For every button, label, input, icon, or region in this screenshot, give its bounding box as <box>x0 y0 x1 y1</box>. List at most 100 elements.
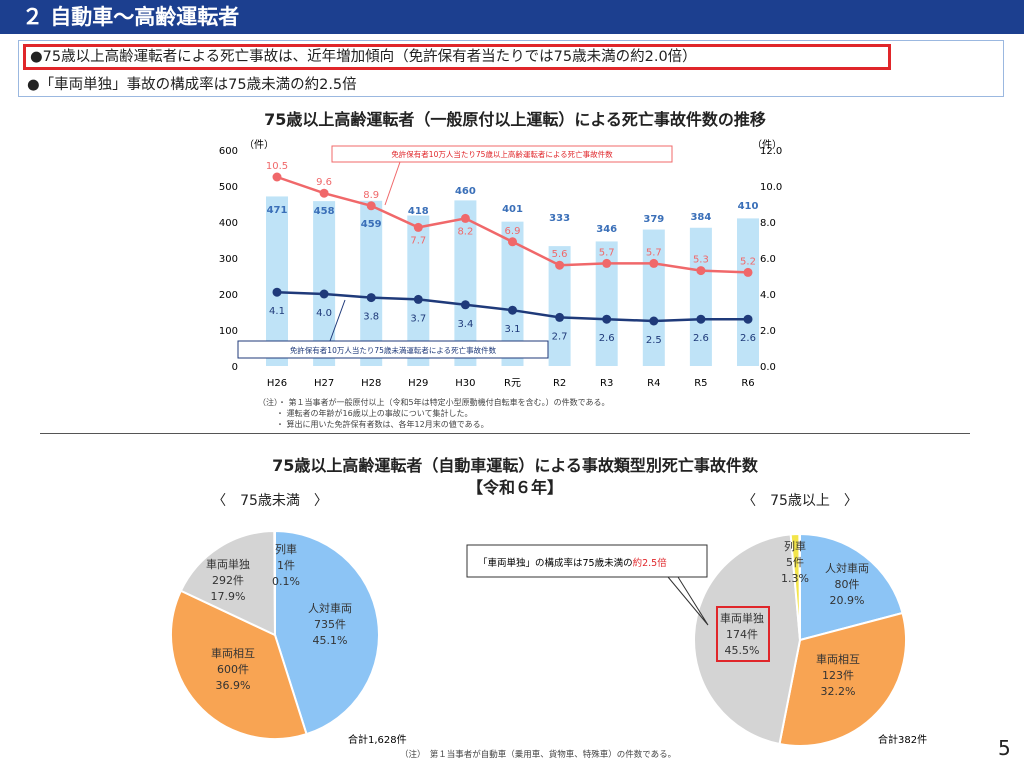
x-axis-tick: R4 <box>647 378 660 389</box>
series-label: 5.2 <box>740 256 756 267</box>
pie-slice <box>179 529 277 637</box>
series-label: 2.7 <box>552 331 568 342</box>
legend-leader <box>384 161 401 206</box>
series-label: 3.4 <box>457 319 473 330</box>
series-point <box>602 314 612 324</box>
x-axis-tick: R6 <box>741 378 754 389</box>
pie-slice-label: 123件 <box>822 669 854 682</box>
pie-slice <box>274 529 380 736</box>
pie-slice-label: 735件 <box>314 618 346 631</box>
series-label: 4.0 <box>316 308 332 319</box>
series-label: 2.6 <box>740 333 756 344</box>
series-label: 3.1 <box>505 324 521 335</box>
chart-note-3: ・ 算出に用いた免許保有者数は、各年12月末の値である。 <box>276 420 489 429</box>
pie-total: 合計382件 <box>878 733 927 746</box>
left-axis-tick: 400 <box>219 218 238 229</box>
bar-label: 384 <box>690 212 711 223</box>
callout-box <box>466 544 708 578</box>
pie-slice-label: 20.9% <box>830 594 865 607</box>
pie-slice-label: 17.9% <box>211 590 246 603</box>
legend-box-under75 <box>237 340 549 359</box>
bar <box>689 227 712 366</box>
footnote: （注） 第１当事者が自動車（乗用車、貨物車、特殊車）の件数である。 <box>400 750 677 760</box>
x-axis-tick: H26 <box>267 378 287 389</box>
right-axis-tick: 0.0 <box>760 362 776 373</box>
right-axis-tick: 12.0 <box>760 146 782 157</box>
series-label: 6.9 <box>505 226 521 237</box>
series-label: 9.6 <box>316 177 332 188</box>
x-axis-tick: R元 <box>504 378 521 389</box>
pie-slice-label: 列車 <box>275 542 297 556</box>
legend-leader <box>329 299 346 342</box>
pie-slice-label: 車両相互 <box>211 646 255 660</box>
bar <box>407 215 430 366</box>
right-axis-unit: （件） <box>752 139 782 151</box>
pie-slice <box>693 533 802 746</box>
bar-label: 418 <box>408 206 429 217</box>
series-label: 2.6 <box>693 333 709 344</box>
pie-total: 合計1,628件 <box>348 733 407 746</box>
series-point <box>319 188 329 198</box>
series-point <box>696 314 706 324</box>
pie-slice-label: 人対車両 <box>825 561 869 575</box>
x-axis-tick: R3 <box>600 378 613 389</box>
pie-slice <box>170 589 308 740</box>
bar <box>360 200 383 366</box>
series-point <box>460 300 470 310</box>
bar-label: 458 <box>314 206 335 217</box>
left-axis-tick: 100 <box>219 326 238 337</box>
highlight-box <box>716 606 770 662</box>
series-label: 5.7 <box>599 247 615 258</box>
pie-slice-label: 600件 <box>217 663 249 676</box>
series-point <box>366 293 376 303</box>
pie-label-over75: 〈 75歳以上 〉 <box>742 493 858 509</box>
pie-slice-label: 36.9% <box>216 679 251 692</box>
bar-label: 379 <box>643 214 664 225</box>
pie-slice <box>273 529 276 636</box>
pie-slice-label: 人対車両 <box>308 601 352 615</box>
series-label: 5.3 <box>693 255 709 266</box>
pie-slice-label: 45.5% <box>725 644 760 657</box>
series-point <box>602 258 612 268</box>
series-label: 3.8 <box>363 312 379 323</box>
series-label: 5.6 <box>552 249 568 260</box>
x-axis-tick: H28 <box>361 378 381 389</box>
bar-label: 410 <box>738 201 759 212</box>
bar <box>548 246 571 366</box>
pie-label-under75: 〈 75歳未満 〉 <box>212 493 328 509</box>
pie-slice-label: 0.1% <box>272 575 300 588</box>
series-point <box>460 213 470 223</box>
bar-label: 346 <box>596 224 617 235</box>
series-label: 3.7 <box>410 313 426 324</box>
series-label: 4.1 <box>269 306 285 317</box>
series-point <box>649 258 659 268</box>
left-axis-unit: （件） <box>244 139 274 151</box>
callout-pointer <box>667 576 709 626</box>
right-axis-tick: 4.0 <box>760 290 776 301</box>
series-label: 10.5 <box>266 161 288 172</box>
legend-box-over75 <box>331 145 673 163</box>
bar-label: 333 <box>549 213 570 224</box>
series-point <box>319 289 329 299</box>
pie-section-title: 75歳以上高齢運転者（自動車運転）による事故類型別死亡事故件数 <box>272 456 758 475</box>
pie-slice-label: 292件 <box>212 574 244 587</box>
pie-slice-label: 174件 <box>726 628 758 641</box>
pie-slice-label: 32.2% <box>821 685 856 698</box>
series-point <box>555 312 565 322</box>
series-point <box>508 305 517 315</box>
bar <box>313 201 336 366</box>
series-label: 5.7 <box>646 247 662 258</box>
pie-slice-label: 列車 <box>784 539 806 553</box>
bar-label: 401 <box>502 204 523 215</box>
left-axis-tick: 300 <box>219 254 238 265</box>
summary-box: ●75歳以上高齢運転者による死亡事故は、近年増加傾向（免許保有者当たりでは75歳… <box>18 40 1004 97</box>
series-point <box>413 294 423 304</box>
callout-text: 「車両単独」の構成率は75歳未満の約2.5倍 <box>478 557 667 569</box>
series-point <box>555 260 565 270</box>
bar <box>595 241 618 366</box>
right-axis-tick: 10.0 <box>760 182 782 193</box>
x-axis-tick: R2 <box>553 378 566 389</box>
series-point <box>696 266 706 276</box>
legend-label-under75: 免許保有者10万人当たり75歳未満運転者による死亡事故件数 <box>290 345 497 355</box>
